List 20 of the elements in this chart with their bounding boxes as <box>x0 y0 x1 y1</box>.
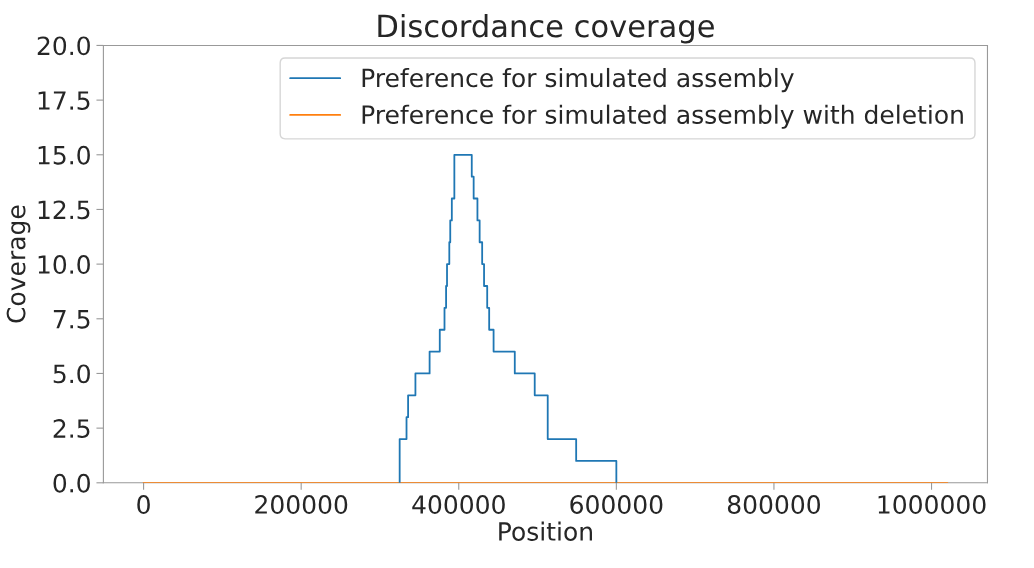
y-tick-label: 0.0 <box>53 473 90 493</box>
x-tick-label: 400000 <box>412 495 505 514</box>
x-tick-label: 1000000 <box>878 495 986 514</box>
x-tick-label: 600000 <box>570 495 663 514</box>
y-tick-label: 20.0 <box>37 36 90 56</box>
y-tick-label: 5.0 <box>53 364 90 384</box>
legend-label: Preference for simulated assembly <box>362 67 794 93</box>
y-tick-label: 10.0 <box>38 255 90 274</box>
y-tick-label: 17.5 <box>38 91 90 110</box>
legend-label: Preference for simulated assembly with deletion <box>362 104 963 129</box>
x-tick-label: 800000 <box>727 495 820 514</box>
x-tick-label: 200000 <box>255 495 348 514</box>
y-tick-label: 2.5 <box>53 419 90 438</box>
x-tick-label: 0 <box>137 495 150 514</box>
y-tick-label: 15.0 <box>38 145 90 165</box>
y-tick-label: 7.5 <box>53 310 90 329</box>
x-axis-title: Position <box>499 521 592 541</box>
chart-title: Discordance coverage <box>378 13 714 44</box>
y-axis-title: Coverage <box>6 205 31 323</box>
y-tick-label: 12.5 <box>38 200 90 220</box>
